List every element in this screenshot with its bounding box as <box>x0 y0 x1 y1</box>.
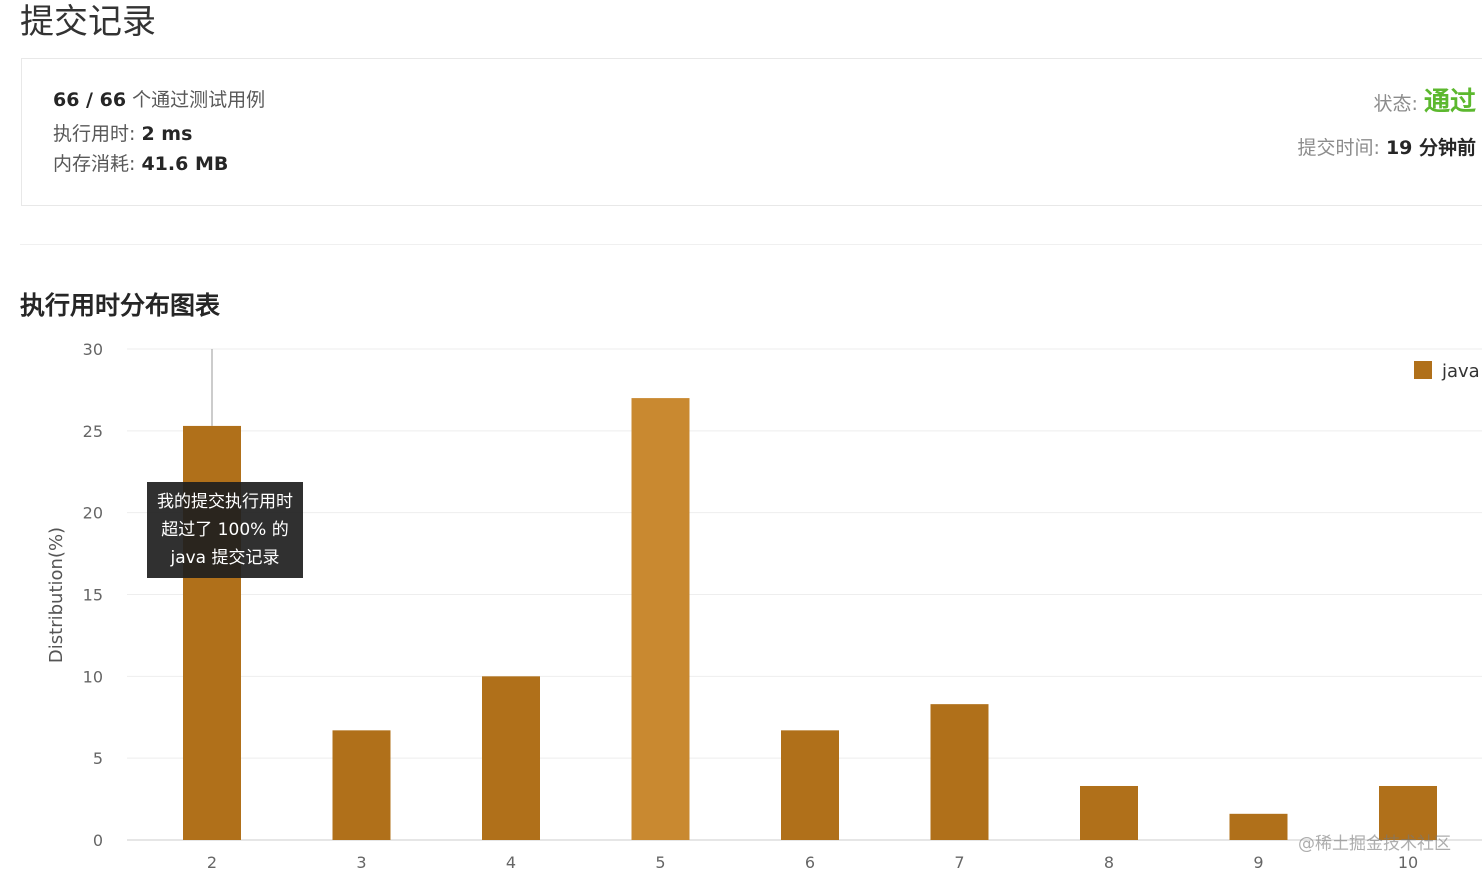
page-title: 提交记录 <box>20 2 156 42</box>
submit-time-line: 提交时间: 19 分钟前 <box>1297 133 1476 160</box>
memory-label: 内存消耗: <box>53 153 136 175</box>
legend-swatch <box>1414 361 1432 379</box>
bar <box>332 730 391 840</box>
bar <box>1229 813 1288 840</box>
submission-summary-card: 66 / 66 个通过测试用例 执行用时: 2 ms 内存消耗: 41.6 MB… <box>21 58 1482 206</box>
memory-value: 41.6 MB <box>141 153 229 175</box>
tooltip-line: 我的提交执行用时 <box>157 492 293 512</box>
x-tick-label: 5 <box>655 853 665 872</box>
x-tick-label: 8 <box>1104 853 1114 872</box>
runtime-line: 执行用时: 2 ms <box>53 119 192 146</box>
x-tick-label: 6 <box>805 853 815 872</box>
y-tick-label: 25 <box>83 422 103 441</box>
bar <box>1379 785 1437 840</box>
y-tick-label: 5 <box>93 749 103 768</box>
status-badge: 通过 <box>1423 87 1476 117</box>
cases-count: 66 / 66 <box>53 89 127 111</box>
section-title: 执行用时分布图表 <box>20 291 221 320</box>
submit-time-label: 提交时间: <box>1297 137 1380 159</box>
runtime-value: 2 ms <box>141 123 193 145</box>
memory-line: 内存消耗: 41.6 MB <box>53 149 228 176</box>
y-tick-label: 15 <box>83 586 103 605</box>
y-tick-label: 0 <box>93 831 103 850</box>
y-tick-label: 10 <box>83 667 103 686</box>
status-label: 状态: <box>1373 93 1418 115</box>
watermark: @稀土掘金技术社区 <box>1298 834 1451 854</box>
x-tick-label: 2 <box>207 853 217 872</box>
bar <box>631 398 690 840</box>
tooltip-line: java 提交记录 <box>170 548 280 568</box>
x-tick-label: 9 <box>1253 853 1263 872</box>
status-line: 状态: 通过 <box>1374 81 1476 118</box>
tooltip-line: 超过了 100% 的 <box>161 520 289 540</box>
y-axis-label: Distribution(%) <box>46 527 67 663</box>
runtime-label: 执行用时: <box>53 123 136 145</box>
y-tick-label: 20 <box>83 504 103 523</box>
x-tick-label: 7 <box>954 853 964 872</box>
bar <box>930 704 989 840</box>
cases-suffix: 个通过测试用例 <box>132 89 266 111</box>
bar <box>1080 785 1138 840</box>
legend-label: java <box>1441 361 1480 382</box>
y-tick-label: 30 <box>83 340 103 359</box>
test-cases-line: 66 / 66 个通过测试用例 <box>53 85 265 112</box>
x-tick-label: 10 <box>1398 853 1418 872</box>
bar <box>781 730 839 840</box>
divider <box>20 244 1482 245</box>
x-tick-label: 4 <box>506 853 516 872</box>
submit-time-value: 19 分钟前 <box>1385 137 1476 159</box>
tooltip: 我的提交执行用时 超过了 100% 的 java 提交记录 <box>147 482 303 578</box>
x-tick-label: 3 <box>356 853 366 872</box>
bar <box>482 676 540 840</box>
